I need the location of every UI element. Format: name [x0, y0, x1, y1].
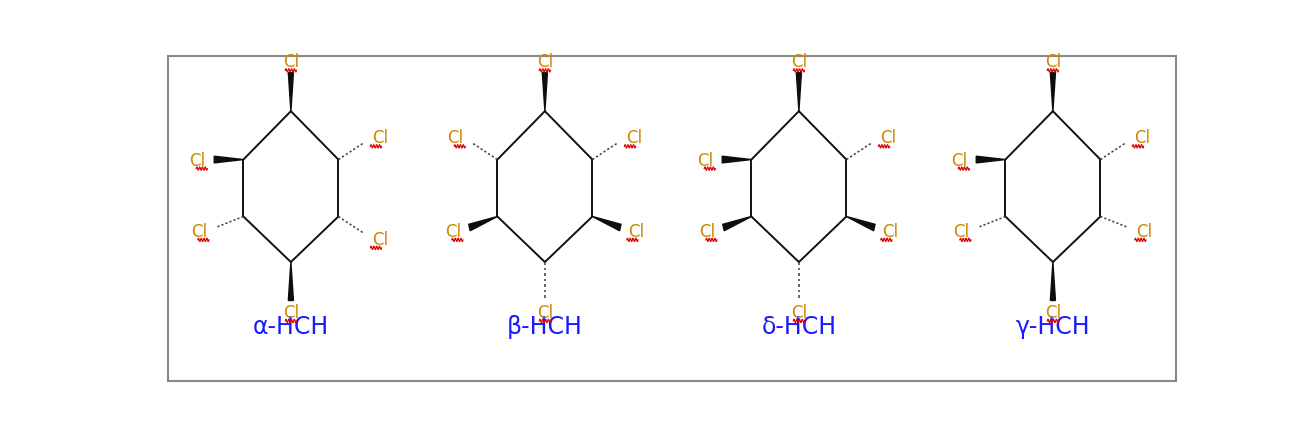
Polygon shape	[1050, 73, 1055, 112]
Text: Cl: Cl	[880, 129, 897, 147]
Polygon shape	[977, 157, 1006, 164]
Polygon shape	[796, 73, 801, 112]
Text: Cl: Cl	[190, 151, 206, 169]
Text: Cl: Cl	[699, 222, 716, 240]
Text: Cl: Cl	[627, 129, 642, 147]
Text: Cl: Cl	[372, 129, 388, 147]
Polygon shape	[214, 157, 244, 164]
Text: Cl: Cl	[628, 222, 645, 240]
Polygon shape	[722, 217, 751, 231]
Text: Cl: Cl	[697, 151, 713, 169]
Text: Cl: Cl	[447, 129, 464, 147]
Text: Cl: Cl	[1045, 53, 1061, 71]
Polygon shape	[722, 157, 751, 164]
Text: δ-HCH: δ-HCH	[762, 314, 836, 338]
Text: Cl: Cl	[1137, 222, 1152, 240]
Text: Cl: Cl	[952, 151, 968, 169]
Text: Cl: Cl	[953, 222, 969, 240]
FancyBboxPatch shape	[168, 57, 1176, 381]
Polygon shape	[1050, 263, 1055, 301]
Text: Cl: Cl	[372, 230, 388, 248]
Text: Cl: Cl	[791, 303, 808, 321]
Text: Cl: Cl	[536, 303, 553, 321]
Text: Cl: Cl	[191, 222, 207, 240]
Text: Cl: Cl	[791, 53, 808, 71]
Text: Cl: Cl	[536, 53, 553, 71]
Text: Cl: Cl	[283, 53, 299, 71]
Text: β-HCH: β-HCH	[507, 314, 583, 338]
Text: Cl: Cl	[1045, 303, 1061, 321]
Text: Cl: Cl	[1134, 129, 1150, 147]
Polygon shape	[288, 263, 294, 301]
Text: Cl: Cl	[283, 303, 299, 321]
Polygon shape	[288, 73, 294, 112]
Polygon shape	[469, 217, 497, 231]
Text: Cl: Cl	[882, 222, 899, 240]
Polygon shape	[543, 73, 548, 112]
Polygon shape	[593, 217, 621, 231]
Text: γ-HCH: γ-HCH	[1016, 314, 1091, 338]
Text: Cl: Cl	[444, 222, 461, 240]
Polygon shape	[847, 217, 874, 231]
Text: α-HCH: α-HCH	[253, 314, 329, 338]
